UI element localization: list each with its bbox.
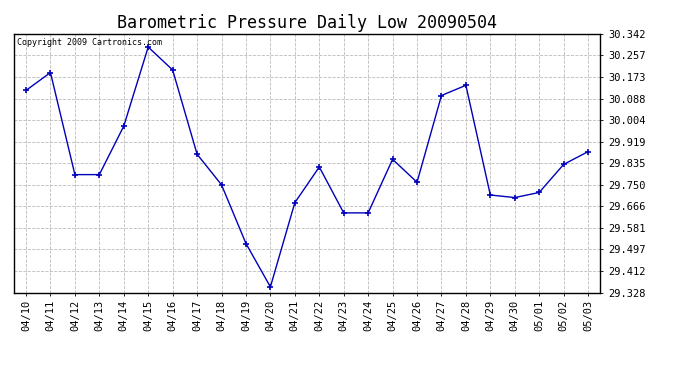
Text: Copyright 2009 Cartronics.com: Copyright 2009 Cartronics.com <box>17 38 161 46</box>
Title: Barometric Pressure Daily Low 20090504: Barometric Pressure Daily Low 20090504 <box>117 14 497 32</box>
